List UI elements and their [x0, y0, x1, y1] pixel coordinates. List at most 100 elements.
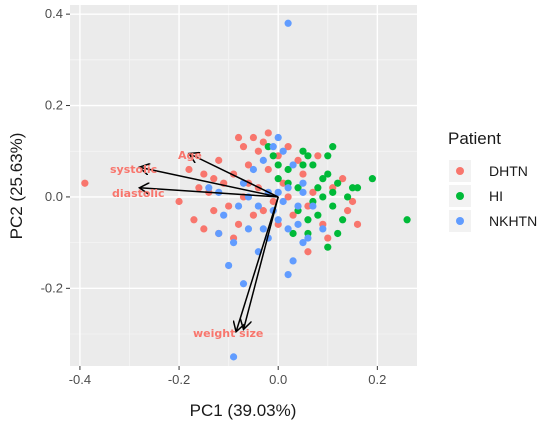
- x-tick-label: 0.2: [368, 372, 386, 387]
- data-point-hi: [299, 161, 307, 169]
- legend-label-nkhtn: NKHTN: [489, 213, 537, 229]
- loading-arrow-age: [189, 154, 279, 198]
- data-point-dhtn: [195, 184, 203, 192]
- data-point-hi: [329, 143, 337, 151]
- data-point-nkhtn: [309, 202, 317, 210]
- legend-key-dhtn: [456, 167, 464, 175]
- data-point-hi: [344, 193, 352, 201]
- data-point-hi: [264, 143, 272, 151]
- data-point-dhtn: [274, 152, 282, 160]
- legend-title: Patient: [448, 129, 501, 148]
- data-point-nkhtn: [269, 143, 277, 151]
- loading-label-diastolic: diastolic: [112, 187, 165, 200]
- data-point-hi: [314, 211, 322, 219]
- data-point-dhtn: [234, 220, 243, 228]
- data-point-dhtn: [339, 175, 347, 183]
- data-point-hi: [339, 216, 347, 224]
- data-point-dhtn: [289, 211, 297, 219]
- data-point-dhtn: [244, 161, 253, 169]
- data-point-nkhtn: [205, 184, 213, 192]
- data-point-nkhtn: [299, 239, 307, 247]
- legend-label-dhtn: DHTN: [489, 163, 528, 179]
- data-point-dhtn: [279, 179, 287, 187]
- data-point-dhtn: [294, 156, 302, 164]
- data-point-dhtn: [284, 143, 292, 151]
- data-point-dhtn: [254, 147, 262, 155]
- data-point-dhtn: [324, 234, 332, 242]
- data-point-hi: [334, 179, 342, 187]
- data-point-dhtn: [210, 175, 218, 183]
- y-tick-label: 0.0: [45, 189, 63, 204]
- data-point-nkhtn: [239, 280, 248, 288]
- data-point-nkhtn: [284, 225, 292, 233]
- loading-label-age: Age: [178, 149, 202, 162]
- data-point-nkhtn: [279, 147, 287, 155]
- data-point-hi: [324, 243, 332, 251]
- data-point-hi: [294, 184, 302, 192]
- data-point-hi: [274, 175, 282, 183]
- loading-label-systolic: systolic: [110, 163, 157, 176]
- data-point-dhtn: [344, 207, 352, 215]
- grid-major: [70, 5, 417, 366]
- data-point-dhtn: [264, 129, 272, 137]
- data-point-hi: [353, 184, 362, 192]
- data-point-nkhtn: [220, 211, 228, 219]
- data-point-nkhtn: [319, 225, 327, 233]
- loading-label-weight-size: weight size: [193, 327, 263, 340]
- y-tick-label: 0.2: [45, 98, 63, 113]
- data-point-dhtn: [234, 133, 243, 142]
- data-point-dhtn: [210, 207, 218, 215]
- loading-arrow-systolic: [139, 167, 279, 198]
- data-point-dhtn: [284, 193, 292, 201]
- x-tick-label: -0.4: [69, 372, 91, 387]
- data-point-hi: [368, 175, 376, 183]
- data-point-hi: [329, 188, 337, 196]
- y-tick-label: -0.2: [41, 280, 63, 295]
- data-point-hi: [403, 216, 411, 224]
- x-tick-label: -0.2: [168, 372, 190, 387]
- data-point-nkhtn: [225, 261, 233, 270]
- data-point-hi: [324, 152, 332, 160]
- data-point-dhtn: [299, 170, 307, 178]
- data-point-dhtn: [259, 138, 267, 146]
- data-point-dhtn: [304, 248, 312, 256]
- data-point-nkhtn: [304, 234, 312, 242]
- data-point-dhtn: [215, 156, 223, 164]
- data-point-dhtn: [269, 197, 277, 206]
- data-point-hi: [304, 216, 312, 224]
- data-point-nkhtn: [279, 197, 287, 206]
- data-point-dhtn: [304, 202, 312, 210]
- data-point-dhtn: [249, 133, 258, 142]
- data-point-dhtn: [175, 197, 183, 206]
- data-point-nkhtn: [249, 165, 258, 174]
- grid-minor: [70, 5, 417, 366]
- loading-arrow-diastolic: [139, 188, 279, 198]
- data-point-dhtn: [190, 216, 198, 224]
- loading-arrow-size: [244, 196, 279, 330]
- data-point-dhtn: [200, 170, 208, 178]
- loading-arrow-weight: [236, 196, 279, 332]
- data-point-nkhtn: [294, 202, 302, 210]
- data-point-hi: [299, 147, 307, 155]
- data-point-nkhtn: [274, 216, 282, 224]
- y-axis-title: PC2 (25.63%): [7, 133, 26, 240]
- data-point-hi: [269, 152, 277, 160]
- data-point-nkhtn: [274, 188, 282, 196]
- y-tick-label: 0.4: [45, 6, 63, 21]
- y-axis-ticks: -0.2 0.0 0.2 0.4: [41, 6, 70, 295]
- data-point-nkhtn: [274, 133, 282, 142]
- loading-arrows: [139, 154, 279, 332]
- data-point-nkhtn: [299, 179, 307, 187]
- x-axis-ticks: -0.4 -0.2 0.0 0.2: [69, 366, 386, 387]
- data-point-nkhtn: [259, 225, 267, 233]
- legend-key-nkhtn: [456, 217, 464, 225]
- data-point-nkhtn: [284, 271, 292, 279]
- x-axis-title: PC1 (39.03%): [190, 401, 297, 420]
- data-point-nkhtn: [294, 220, 302, 228]
- legend-items: DHTN HI NKHTN: [449, 160, 537, 232]
- legend: Patient DHTN HI NKHTN: [448, 129, 537, 232]
- data-point-dhtn: [309, 188, 317, 196]
- data-point-hi: [314, 184, 322, 192]
- data-point-nkhtn: [234, 202, 243, 210]
